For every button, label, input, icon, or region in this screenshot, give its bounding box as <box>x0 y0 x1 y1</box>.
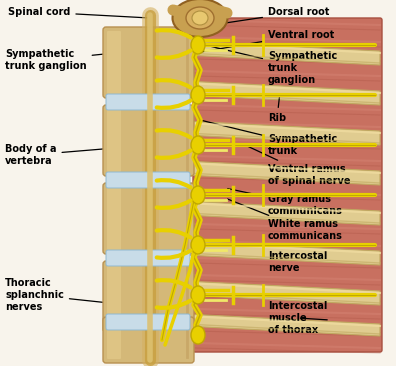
FancyBboxPatch shape <box>106 172 190 188</box>
Text: Sympathetic
trunk
ganglion: Sympathetic trunk ganglion <box>208 46 337 85</box>
FancyBboxPatch shape <box>103 105 194 176</box>
Ellipse shape <box>192 11 208 25</box>
FancyBboxPatch shape <box>193 18 382 352</box>
FancyBboxPatch shape <box>103 27 194 98</box>
Polygon shape <box>185 81 380 105</box>
Text: Ventral root: Ventral root <box>168 30 334 57</box>
Text: Intercostal
nerve: Intercostal nerve <box>268 245 327 273</box>
Ellipse shape <box>186 7 214 29</box>
Text: White ramus
communicans: White ramus communicans <box>228 199 343 241</box>
Text: Intercostal
muscle
of thorax: Intercostal muscle of thorax <box>268 301 327 335</box>
FancyBboxPatch shape <box>107 265 121 328</box>
Text: Ventral ramus
of spinal nerve: Ventral ramus of spinal nerve <box>248 146 350 186</box>
Text: Gray ramus
communicans: Gray ramus communicans <box>228 188 343 216</box>
Ellipse shape <box>191 286 205 304</box>
Ellipse shape <box>191 326 205 344</box>
Ellipse shape <box>191 36 205 54</box>
Text: Dorsal root: Dorsal root <box>168 7 329 31</box>
FancyBboxPatch shape <box>103 261 194 332</box>
Polygon shape <box>185 314 380 336</box>
FancyBboxPatch shape <box>107 31 121 94</box>
FancyBboxPatch shape <box>103 317 194 363</box>
Text: Body of a
vertebra: Body of a vertebra <box>5 144 112 166</box>
Text: Rib: Rib <box>268 95 286 123</box>
FancyBboxPatch shape <box>107 321 121 359</box>
Polygon shape <box>185 161 380 185</box>
FancyBboxPatch shape <box>106 250 190 266</box>
Polygon shape <box>185 281 380 305</box>
Polygon shape <box>185 241 380 265</box>
FancyBboxPatch shape <box>107 109 121 172</box>
Polygon shape <box>185 121 380 145</box>
Text: Thoracic
splanchnic
nerves: Thoracic splanchnic nerves <box>5 279 172 311</box>
Ellipse shape <box>173 0 227 37</box>
Polygon shape <box>185 201 380 225</box>
Ellipse shape <box>191 136 205 154</box>
FancyBboxPatch shape <box>103 183 194 254</box>
FancyBboxPatch shape <box>106 314 190 330</box>
Text: Sympathetic
trunk ganglion: Sympathetic trunk ganglion <box>5 45 190 71</box>
Text: Sympathetic
trunk: Sympathetic trunk <box>203 121 337 156</box>
Text: Spinal cord: Spinal cord <box>8 7 147 18</box>
Ellipse shape <box>191 236 205 254</box>
Ellipse shape <box>191 86 205 104</box>
FancyBboxPatch shape <box>107 187 121 250</box>
FancyBboxPatch shape <box>106 94 190 110</box>
Polygon shape <box>185 41 380 65</box>
Ellipse shape <box>191 186 205 204</box>
